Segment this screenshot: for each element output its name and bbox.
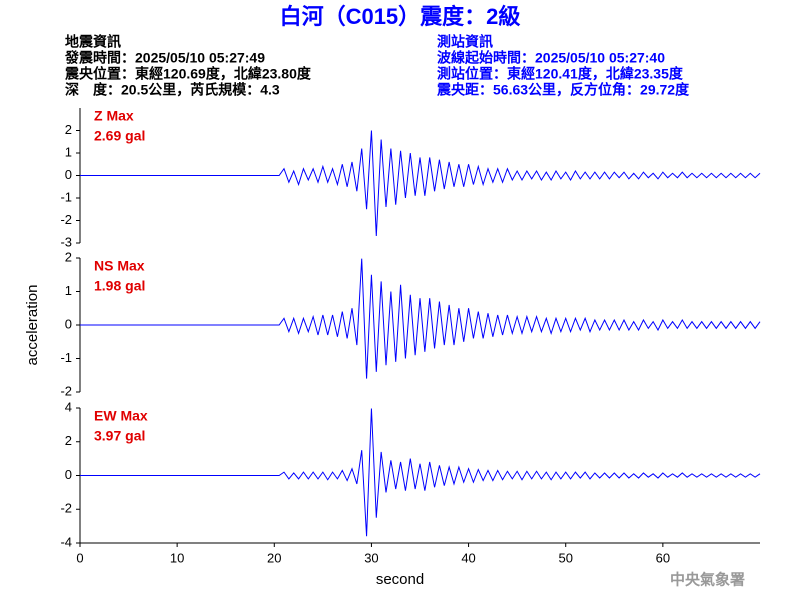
waveform <box>80 130 761 237</box>
y-tick-label: 2 <box>65 122 72 137</box>
y-tick-label: 2 <box>65 433 72 448</box>
info-text: 震央距：56.63公里，反方位角：29.72度 <box>436 82 690 98</box>
waveform <box>80 258 761 379</box>
x-tick-label: 60 <box>656 550 670 565</box>
y-tick-label: -3 <box>60 234 72 249</box>
max-label: 1.98 gal <box>94 278 145 294</box>
y-tick-label: -2 <box>60 501 72 516</box>
y-tick-label: 0 <box>65 316 72 331</box>
y-tick-label: -2 <box>60 212 72 227</box>
x-tick-label: 20 <box>267 550 281 565</box>
title: 白河（C015）震度：2級 <box>280 4 521 29</box>
y-tick-label: -1 <box>60 189 72 204</box>
y-tick-label: 4 <box>65 399 72 414</box>
y-axis-label: acceleration <box>24 285 41 366</box>
waveform <box>80 408 761 537</box>
y-tick-label: 0 <box>65 167 72 182</box>
y-tick-label: 2 <box>65 249 72 264</box>
y-tick-label: 0 <box>65 467 72 482</box>
x-tick-label: 30 <box>364 550 378 565</box>
info-text: 波線起始時間：2025/05/10 05:27:40 <box>437 50 665 66</box>
info-text: 測站位置：東經120.41度，北緯23.35度 <box>437 66 684 82</box>
y-tick-label: -4 <box>60 534 72 549</box>
y-tick-label: 1 <box>65 144 72 159</box>
info-text: 測站資訊 <box>437 34 493 50</box>
panel-label: NS Max <box>94 258 145 274</box>
x-tick-label: 0 <box>76 550 83 565</box>
info-text: 發震時間：2025/05/10 05:27:49 <box>64 50 265 66</box>
x-tick-label: 40 <box>461 550 475 565</box>
y-tick-label: -1 <box>60 350 72 365</box>
panel-label: EW Max <box>94 408 148 424</box>
info-text: 震央位置：東經120.69度，北緯23.80度 <box>64 66 312 82</box>
max-label: 3.97 gal <box>94 428 145 444</box>
max-label: 2.69 gal <box>94 128 145 144</box>
info-text: 深 度：20.5公里，芮氏規模：4.3 <box>65 82 280 98</box>
y-tick-label: 1 <box>65 283 72 298</box>
info-text: 地震資訊 <box>65 34 121 50</box>
y-tick-label: -2 <box>60 383 72 398</box>
x-tick-label: 50 <box>558 550 572 565</box>
footer: 中央氣象署 <box>670 570 745 588</box>
x-axis-label: second <box>376 571 424 588</box>
x-tick-label: 10 <box>170 550 184 565</box>
panel-label: Z Max <box>94 108 134 124</box>
